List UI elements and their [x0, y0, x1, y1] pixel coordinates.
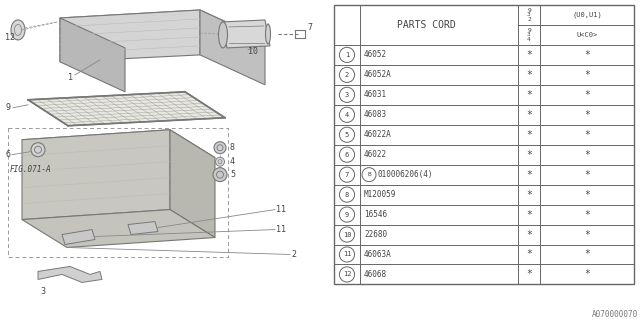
Polygon shape — [60, 10, 265, 48]
Text: A070000070: A070000070 — [592, 310, 638, 319]
Text: *: * — [526, 250, 532, 260]
Text: M120059: M120059 — [364, 190, 396, 199]
Text: *: * — [526, 269, 532, 279]
Text: *: * — [584, 229, 590, 240]
Ellipse shape — [266, 24, 271, 44]
Text: 7: 7 — [307, 23, 312, 32]
Text: 010006206(4): 010006206(4) — [378, 170, 433, 179]
Text: *: * — [584, 269, 590, 279]
Text: *: * — [584, 190, 590, 200]
Text: *: * — [584, 170, 590, 180]
Polygon shape — [60, 18, 125, 92]
Text: 9
3
2: 9 3 2 — [527, 8, 531, 22]
Text: 12: 12 — [343, 271, 351, 277]
Text: 46068: 46068 — [364, 270, 387, 279]
Text: 9: 9 — [5, 103, 10, 112]
Text: 46052: 46052 — [364, 50, 387, 60]
Text: 46052A: 46052A — [364, 70, 392, 79]
Text: 4: 4 — [345, 112, 349, 118]
Circle shape — [214, 142, 226, 154]
Text: 11: 11 — [276, 225, 286, 234]
Text: 10: 10 — [343, 232, 351, 237]
Polygon shape — [200, 10, 265, 85]
Text: B: B — [367, 172, 371, 177]
Polygon shape — [22, 210, 215, 247]
Text: 46031: 46031 — [364, 90, 387, 99]
Text: *: * — [526, 190, 532, 200]
Text: *: * — [526, 70, 532, 80]
Text: *: * — [526, 170, 532, 180]
Text: 8: 8 — [345, 192, 349, 198]
Text: 16546: 16546 — [364, 210, 387, 219]
Polygon shape — [128, 221, 158, 235]
Text: *: * — [526, 229, 532, 240]
Polygon shape — [62, 229, 95, 244]
Text: *: * — [526, 110, 532, 120]
Text: 10: 10 — [248, 47, 258, 56]
Circle shape — [31, 143, 45, 157]
Text: 12: 12 — [5, 33, 15, 43]
Ellipse shape — [218, 22, 227, 48]
Text: 9: 9 — [345, 212, 349, 218]
Text: 5: 5 — [230, 170, 235, 179]
Text: 1: 1 — [345, 52, 349, 58]
Ellipse shape — [11, 20, 25, 40]
Text: 3: 3 — [345, 92, 349, 98]
Polygon shape — [22, 130, 170, 220]
Text: 46022A: 46022A — [364, 130, 392, 139]
Text: 2: 2 — [345, 72, 349, 78]
Text: *: * — [526, 90, 532, 100]
Text: *: * — [526, 210, 532, 220]
Polygon shape — [22, 130, 215, 168]
Text: 8: 8 — [230, 143, 235, 152]
Text: *: * — [584, 110, 590, 120]
Text: 22680: 22680 — [364, 230, 387, 239]
Polygon shape — [170, 130, 215, 237]
Text: 5: 5 — [345, 132, 349, 138]
Text: 2: 2 — [291, 250, 296, 259]
Text: 4: 4 — [230, 157, 235, 166]
Text: 3: 3 — [40, 287, 45, 296]
Text: PARTS CORD: PARTS CORD — [397, 20, 456, 30]
Text: U<C0>: U<C0> — [577, 32, 598, 38]
Text: 46083: 46083 — [364, 110, 387, 119]
Polygon shape — [60, 10, 200, 62]
Text: FIG.071-A: FIG.071-A — [10, 165, 52, 174]
Circle shape — [213, 168, 227, 182]
Text: *: * — [584, 50, 590, 60]
Text: *: * — [526, 50, 532, 60]
Circle shape — [216, 157, 225, 166]
Polygon shape — [38, 267, 102, 283]
Text: *: * — [526, 150, 532, 160]
Text: *: * — [584, 90, 590, 100]
Text: (U0,U1): (U0,U1) — [572, 12, 602, 18]
Text: 6: 6 — [345, 152, 349, 158]
Text: *: * — [584, 70, 590, 80]
Text: 11: 11 — [343, 252, 351, 258]
Polygon shape — [222, 20, 270, 48]
Text: *: * — [584, 250, 590, 260]
Text: 11: 11 — [276, 205, 286, 214]
Text: 1: 1 — [68, 73, 73, 82]
Text: 9
3
4: 9 3 4 — [527, 28, 531, 42]
Text: *: * — [526, 130, 532, 140]
Text: 46063A: 46063A — [364, 250, 392, 259]
Text: *: * — [584, 210, 590, 220]
Polygon shape — [28, 92, 225, 126]
Text: 6: 6 — [5, 150, 10, 159]
Text: *: * — [584, 150, 590, 160]
Text: *: * — [584, 130, 590, 140]
Text: 7: 7 — [345, 172, 349, 178]
Text: 46022: 46022 — [364, 150, 387, 159]
